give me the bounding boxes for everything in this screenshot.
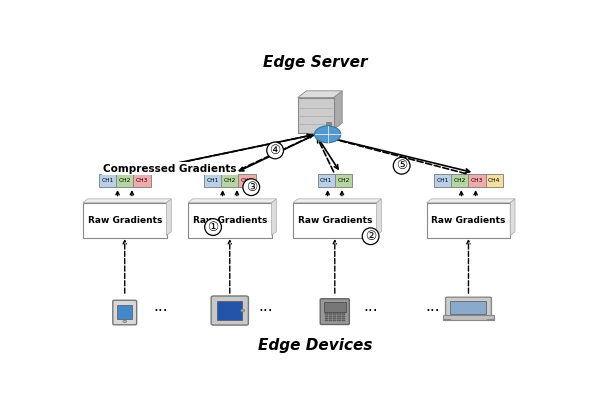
Text: ···: ··· [258, 304, 273, 320]
FancyBboxPatch shape [221, 174, 238, 187]
FancyBboxPatch shape [188, 203, 272, 238]
Text: CH1: CH1 [437, 178, 449, 183]
FancyBboxPatch shape [204, 174, 221, 187]
FancyBboxPatch shape [338, 318, 341, 319]
Ellipse shape [123, 320, 127, 322]
FancyBboxPatch shape [333, 314, 336, 315]
Text: Edge Server: Edge Server [264, 55, 368, 70]
Text: CH4: CH4 [488, 178, 500, 183]
FancyBboxPatch shape [443, 315, 494, 320]
FancyBboxPatch shape [338, 314, 341, 315]
FancyBboxPatch shape [116, 174, 133, 187]
Ellipse shape [241, 309, 245, 312]
Polygon shape [334, 91, 342, 130]
Polygon shape [376, 199, 381, 235]
FancyBboxPatch shape [325, 320, 328, 322]
FancyBboxPatch shape [113, 300, 137, 325]
Polygon shape [510, 199, 515, 235]
FancyBboxPatch shape [468, 174, 485, 187]
FancyBboxPatch shape [217, 301, 241, 320]
Text: ⑤: ⑤ [396, 159, 407, 172]
FancyBboxPatch shape [427, 203, 510, 238]
FancyBboxPatch shape [83, 203, 166, 238]
Text: Raw Gradients: Raw Gradients [431, 216, 506, 224]
Text: CH2: CH2 [337, 178, 349, 183]
FancyBboxPatch shape [326, 126, 331, 128]
Polygon shape [298, 91, 342, 98]
FancyBboxPatch shape [133, 174, 150, 187]
Text: ②: ② [365, 230, 376, 243]
FancyBboxPatch shape [325, 316, 328, 317]
FancyBboxPatch shape [333, 318, 336, 319]
Text: CH1: CH1 [102, 178, 114, 183]
FancyBboxPatch shape [342, 320, 345, 322]
FancyBboxPatch shape [325, 314, 328, 315]
Text: Raw Gradients: Raw Gradients [193, 216, 267, 224]
FancyBboxPatch shape [99, 174, 116, 187]
FancyBboxPatch shape [342, 316, 345, 317]
FancyBboxPatch shape [329, 318, 332, 319]
FancyBboxPatch shape [485, 174, 503, 187]
Text: ···: ··· [153, 304, 168, 320]
FancyBboxPatch shape [333, 320, 336, 322]
Text: CH2: CH2 [454, 178, 466, 183]
FancyBboxPatch shape [325, 318, 328, 319]
Text: CH1: CH1 [320, 178, 332, 183]
Text: CH2: CH2 [224, 178, 236, 183]
Polygon shape [166, 199, 171, 235]
FancyBboxPatch shape [342, 314, 345, 315]
FancyBboxPatch shape [324, 302, 346, 312]
Text: Raw Gradients: Raw Gradients [87, 216, 162, 224]
Polygon shape [427, 199, 515, 203]
Text: CH3: CH3 [471, 178, 483, 183]
FancyBboxPatch shape [318, 174, 335, 187]
Text: ···: ··· [426, 304, 440, 320]
Text: CH2: CH2 [118, 178, 131, 183]
Text: ④: ④ [269, 144, 281, 157]
FancyBboxPatch shape [452, 174, 469, 187]
Text: ③: ③ [246, 181, 257, 194]
Polygon shape [83, 199, 171, 203]
Polygon shape [272, 199, 277, 235]
FancyBboxPatch shape [326, 122, 331, 125]
Text: CH3: CH3 [241, 178, 253, 183]
Text: CH3: CH3 [136, 178, 148, 183]
FancyBboxPatch shape [329, 316, 332, 317]
FancyBboxPatch shape [338, 316, 341, 317]
Polygon shape [293, 199, 381, 203]
FancyBboxPatch shape [338, 320, 341, 322]
FancyBboxPatch shape [450, 300, 486, 314]
FancyBboxPatch shape [298, 98, 334, 133]
Text: Raw Gradients: Raw Gradients [298, 216, 372, 224]
Text: ①: ① [208, 220, 219, 234]
FancyBboxPatch shape [117, 305, 132, 319]
Text: CH1: CH1 [206, 178, 219, 183]
Text: ···: ··· [363, 304, 378, 320]
Text: Edge Devices: Edge Devices [259, 338, 373, 353]
FancyBboxPatch shape [335, 174, 352, 187]
FancyBboxPatch shape [211, 296, 248, 325]
FancyBboxPatch shape [329, 314, 332, 315]
FancyBboxPatch shape [342, 318, 345, 319]
Ellipse shape [315, 126, 341, 143]
FancyBboxPatch shape [434, 174, 452, 187]
FancyBboxPatch shape [293, 203, 376, 238]
FancyBboxPatch shape [329, 320, 332, 322]
FancyBboxPatch shape [333, 316, 336, 317]
Text: Compressed Gradients: Compressed Gradients [103, 164, 237, 174]
FancyBboxPatch shape [320, 299, 349, 324]
Polygon shape [188, 199, 277, 203]
FancyBboxPatch shape [238, 174, 256, 187]
FancyBboxPatch shape [445, 297, 492, 317]
